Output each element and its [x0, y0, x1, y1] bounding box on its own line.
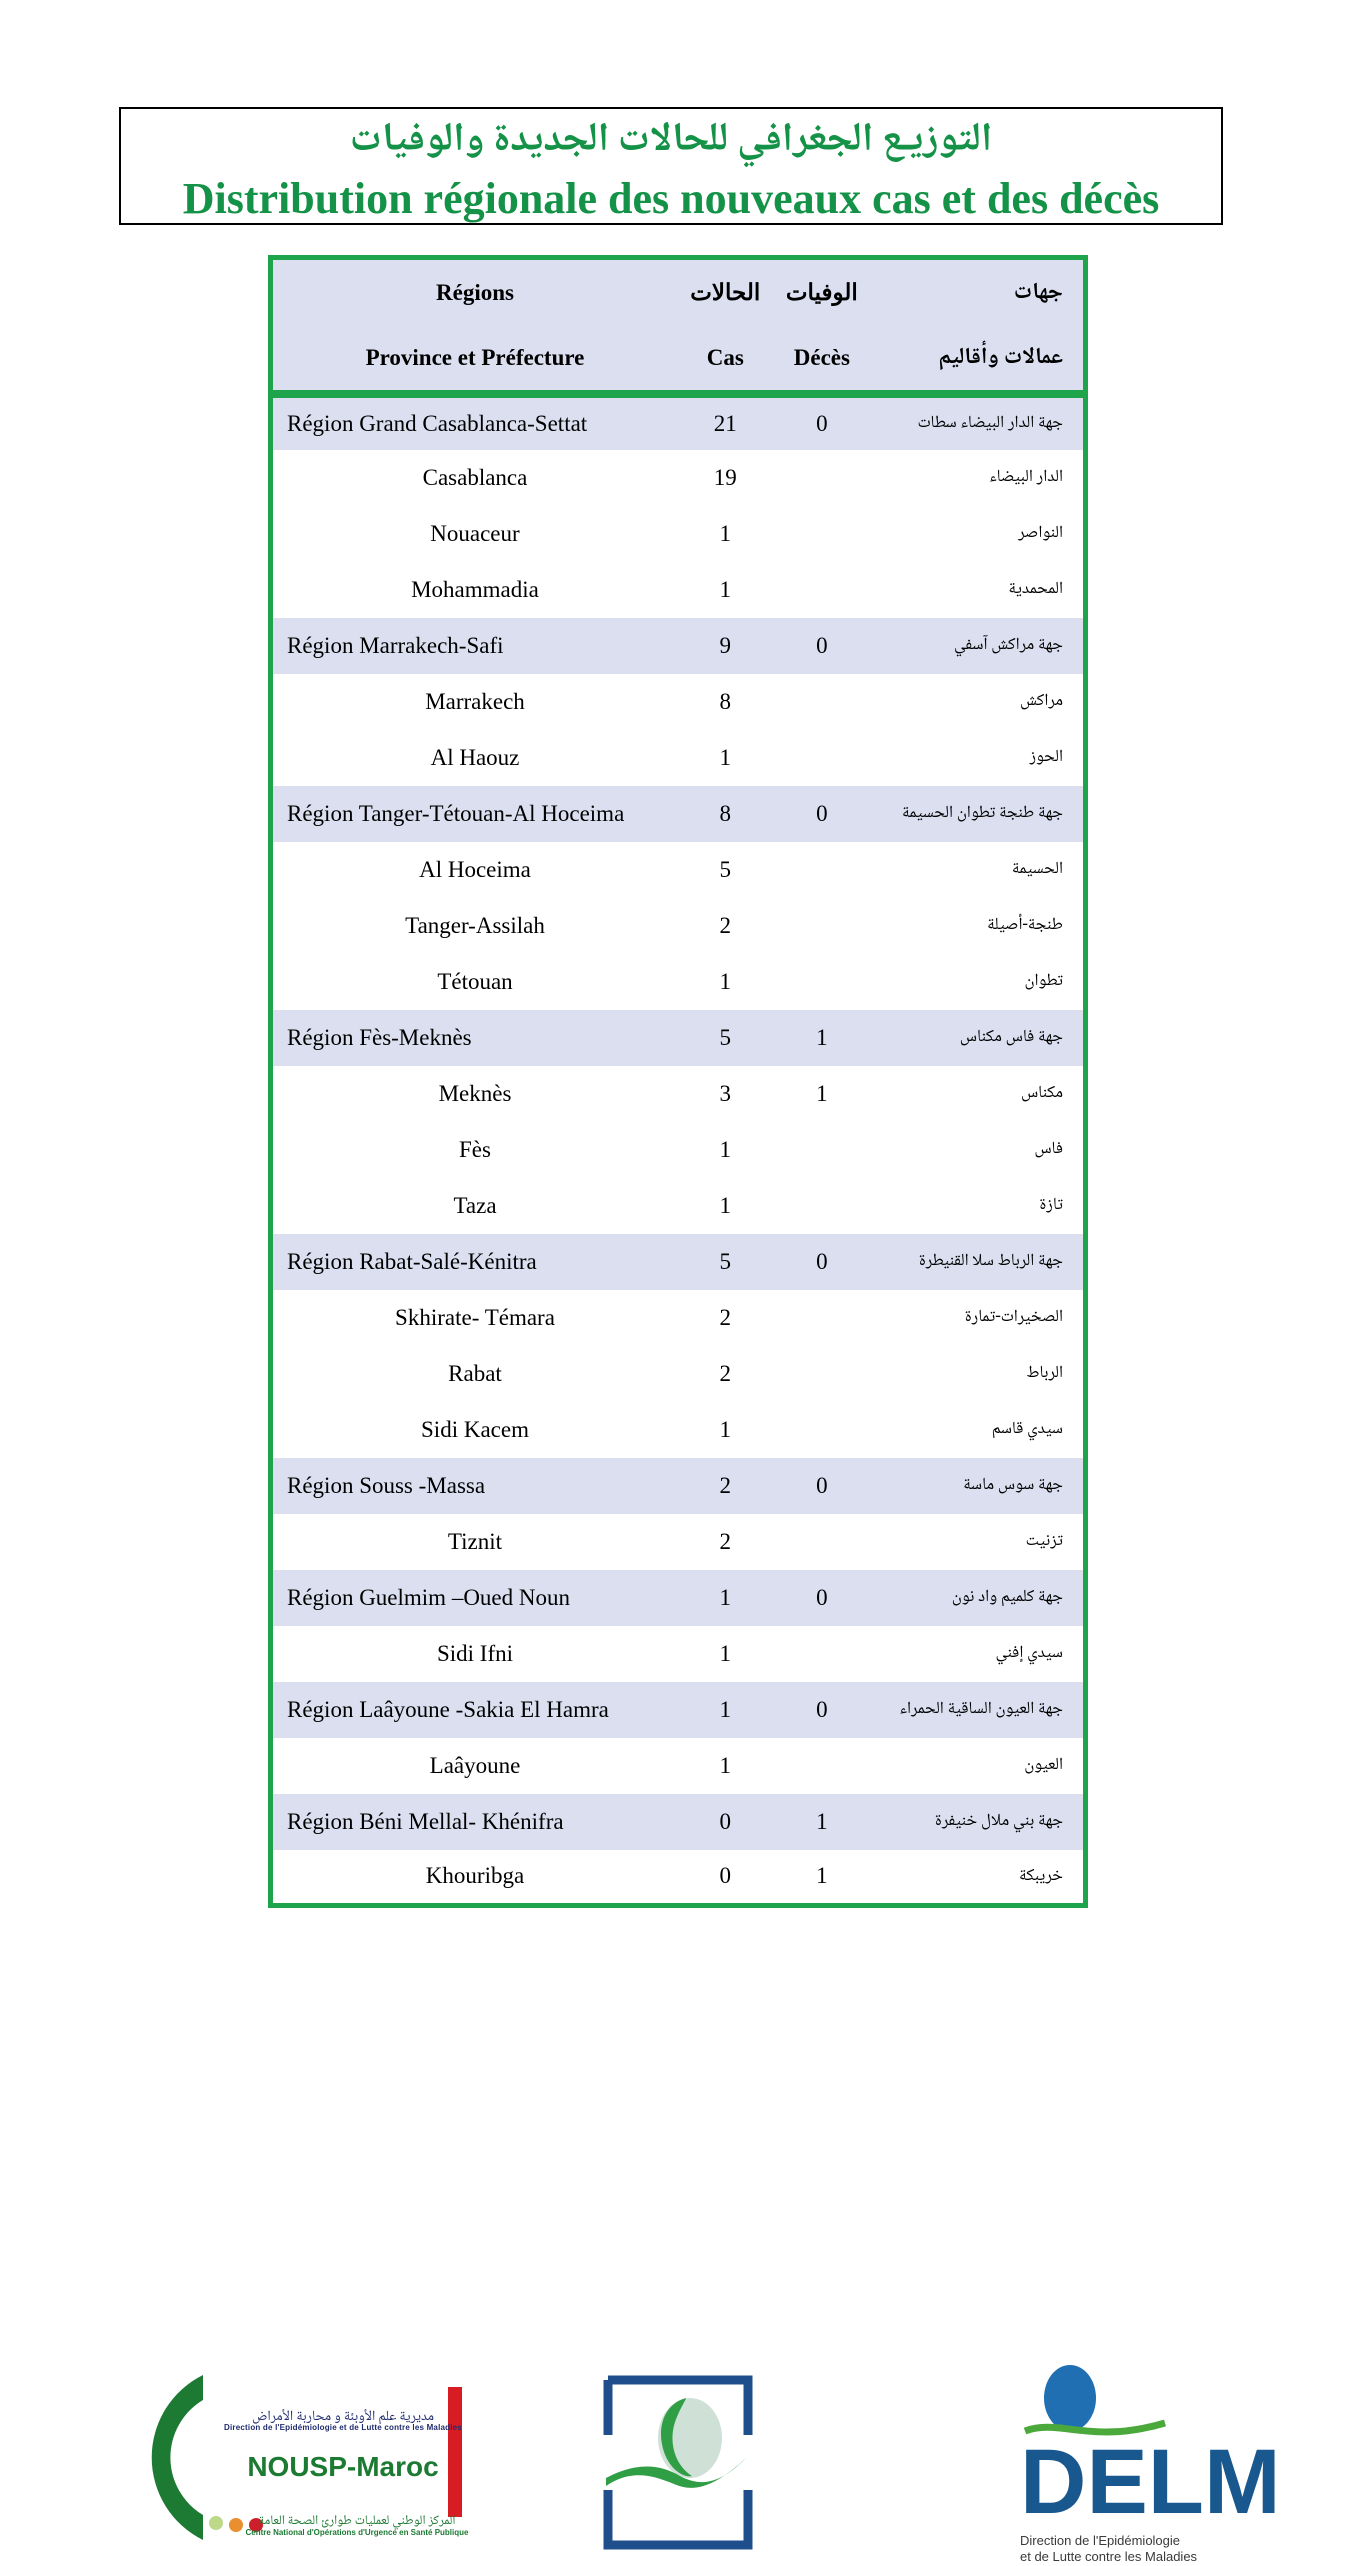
svg-text:DELM: DELM: [1020, 2431, 1280, 2528]
